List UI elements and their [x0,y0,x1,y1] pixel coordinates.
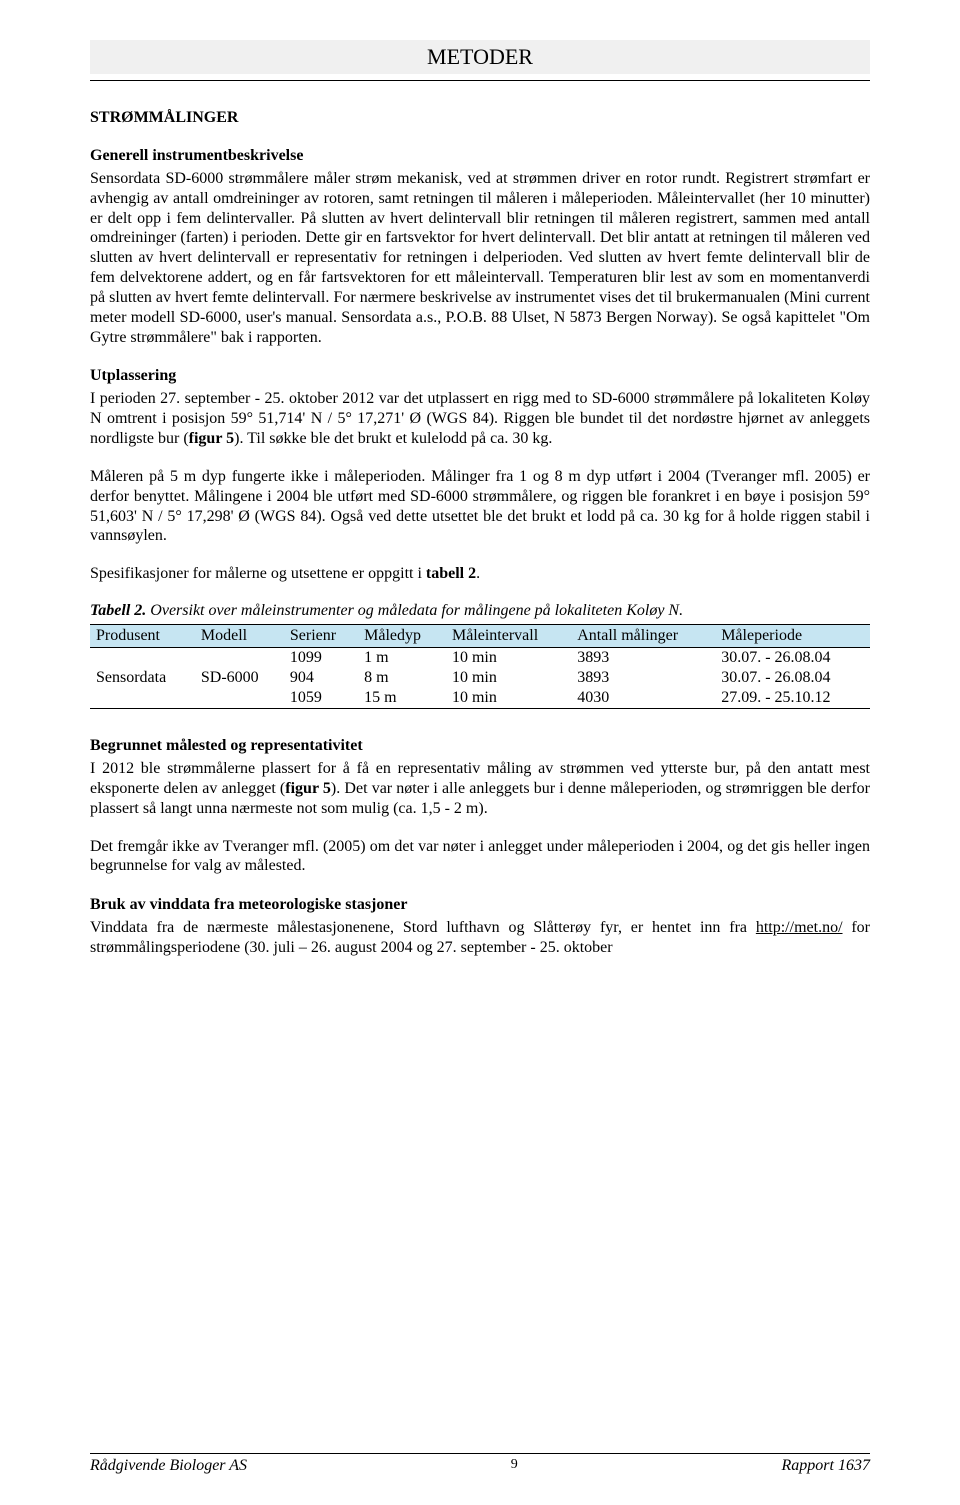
table-caption: Tabell 2. Oversikt over måleinstrumenter… [90,602,870,620]
cell: 30.07. - 26.08.04 [715,648,870,669]
cell: 3893 [571,648,715,669]
footer-left: Rådgivende Biologer AS [90,1457,247,1475]
para4-tabref: tabell 2 [426,565,476,582]
table-row: Sensordata SD-6000 904 8 m 10 min 3893 3… [90,668,870,688]
table-caption-rest: Oversikt over måleinstrumenter og måleda… [146,602,683,619]
cell: SD-6000 [195,668,284,688]
col-produsent: Produsent [90,625,195,648]
cell: 10 min [446,688,571,709]
cell [195,648,284,669]
title-underline [90,80,870,81]
table-caption-bold: Tabell 2. [90,602,146,619]
cell: 4030 [571,688,715,709]
para-spec: Spesifikasjoner for målerne og utsettene… [90,564,870,584]
instrument-table: Produsent Modell Serienr Måledyp Måleint… [90,624,870,709]
cell: 1059 [284,688,358,709]
col-antall: Antall målinger [571,625,715,648]
document-page: METODER STRØMMÅLINGER Generell instrumen… [0,0,960,1505]
footer-right: Rapport 1637 [782,1457,870,1475]
cell [90,688,195,709]
cell: 8 m [358,668,446,688]
heading-utplassering: Utplassering [90,367,870,385]
col-maledyp: Måledyp [358,625,446,648]
cell: 27.09. - 25.10.12 [715,688,870,709]
para5-figref: figur 5 [285,780,331,797]
cell: 15 m [358,688,446,709]
footer-page-number: 9 [511,1457,518,1475]
para-begrunnet-1: I 2012 ble strømmålerne plassert for å f… [90,759,870,818]
col-modell: Modell [195,625,284,648]
para4-text1: Spesifikasjoner for målerne og utsettene… [90,565,426,582]
page-title: METODER [427,44,533,69]
heading-begrunnet: Begrunnet målested og representativitet [90,737,870,755]
cell: Sensordata [90,668,195,688]
col-serienr: Serienr [284,625,358,648]
cell: 10 min [446,668,571,688]
para-utplassering-2: Måleren på 5 m dyp fungerte ikke i målep… [90,467,870,546]
para4-text2: . [476,565,480,582]
para-utplassering-1: I perioden 27. september - 25. oktober 2… [90,389,870,448]
para2-figref: figur 5 [189,430,234,447]
col-maleperiode: Måleperiode [715,625,870,648]
table-row: 1059 15 m 10 min 4030 27.09. - 25.10.12 [90,688,870,709]
heading-generell: Generell instrumentbeskrivelse [90,147,870,165]
cell: 30.07. - 26.08.04 [715,668,870,688]
page-title-bar: METODER [90,40,870,74]
cell [90,648,195,669]
para-begrunnet-2: Det fremgår ikke av Tveranger mfl. (2005… [90,837,870,877]
table-header-row: Produsent Modell Serienr Måledyp Måleint… [90,625,870,648]
para7-link[interactable]: http://met.no/ [756,919,843,936]
heading-bruk: Bruk av vinddata fra meteorologiske stas… [90,896,870,914]
cell: 1099 [284,648,358,669]
para-bruk: Vinddata fra de nærmeste målestasjonenen… [90,918,870,958]
para-generell-body: Sensordata SD-6000 strømmålere måler str… [90,169,870,347]
cell [195,688,284,709]
cell: 1 m [358,648,446,669]
cell: 904 [284,668,358,688]
heading-strommalinger: STRØMMÅLINGER [90,109,870,127]
cell: 10 min [446,648,571,669]
para7-text1: Vinddata fra de nærmeste målestasjonenen… [90,919,756,936]
page-footer: Rådgivende Biologer AS 9 Rapport 1637 [90,1453,870,1475]
col-maleintervall: Måleintervall [446,625,571,648]
para2-text2: ). Til søkke ble det brukt et kulelodd p… [234,430,552,447]
table-row: 1099 1 m 10 min 3893 30.07. - 26.08.04 [90,648,870,669]
cell: 3893 [571,668,715,688]
